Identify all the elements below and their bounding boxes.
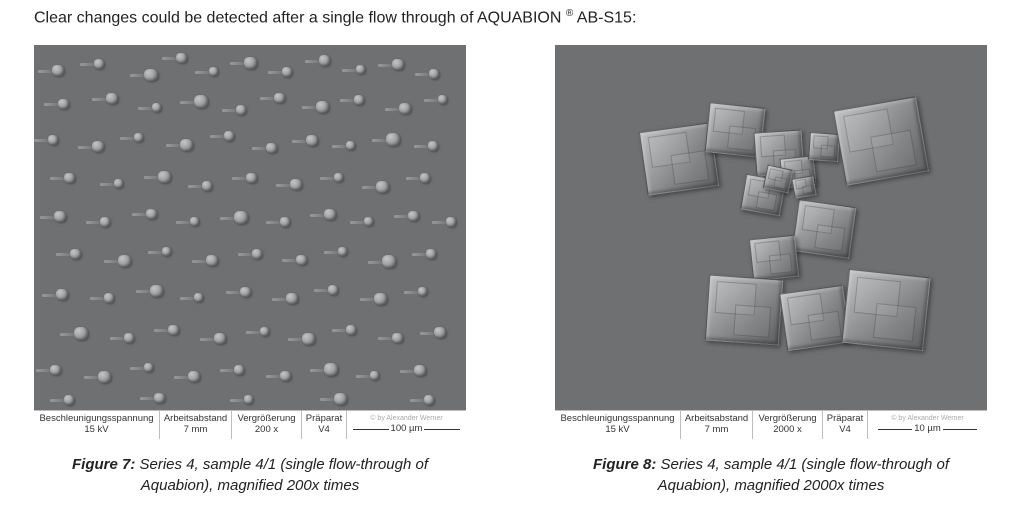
- databar-magnification: Vergrößerung 200 x: [232, 411, 302, 439]
- intro-before: Clear changes could be detected after a …: [34, 9, 566, 26]
- figure-7-image: [34, 45, 466, 410]
- databar-working-distance: Arbeitsabstand 7 mm: [681, 411, 753, 439]
- figure-8-databar: Beschleunigungsspannung 15 kV Arbeitsabs…: [555, 410, 987, 439]
- databar-magnification: Vergrößerung 2000 x: [753, 411, 823, 439]
- figure-7-sem: Beschleunigungsspannung 15 kV Arbeitsabs…: [34, 45, 466, 439]
- databar-preparation: Präparat V4: [302, 411, 347, 439]
- figure-8-image: [555, 45, 987, 410]
- figure-7-databar: Beschleunigungsspannung 15 kV Arbeitsabs…: [34, 410, 466, 439]
- figure-8-sem: Beschleunigungsspannung 15 kV Arbeitsabs…: [555, 45, 987, 439]
- databar-accel-voltage: Beschleunigungsspannung 15 kV: [34, 411, 160, 439]
- databar-preparation: Präparat V4: [823, 411, 868, 439]
- intro-text: Clear changes could be detected after a …: [34, 8, 987, 27]
- databar-working-distance: Arbeitsabstand 7 mm: [160, 411, 232, 439]
- figure-8-caption: Figure 8: Series 4, sample 4/1 (single f…: [555, 455, 987, 496]
- intro-after: AB-S15:: [573, 9, 636, 26]
- figure-8-column: Beschleunigungsspannung 15 kV Arbeitsabs…: [555, 45, 987, 496]
- figure-row: Beschleunigungsspannung 15 kV Arbeitsabs…: [34, 45, 987, 496]
- figure-7-caption: Figure 7: Series 4, sample 4/1 (single f…: [34, 455, 466, 496]
- databar-scale: © by Alexander Werner 10 µm: [868, 411, 987, 439]
- databar-scale: © by Alexander Werner 100 µm: [347, 411, 466, 439]
- figure-7-column: Beschleunigungsspannung 15 kV Arbeitsabs…: [34, 45, 466, 496]
- databar-accel-voltage: Beschleunigungsspannung 15 kV: [555, 411, 681, 439]
